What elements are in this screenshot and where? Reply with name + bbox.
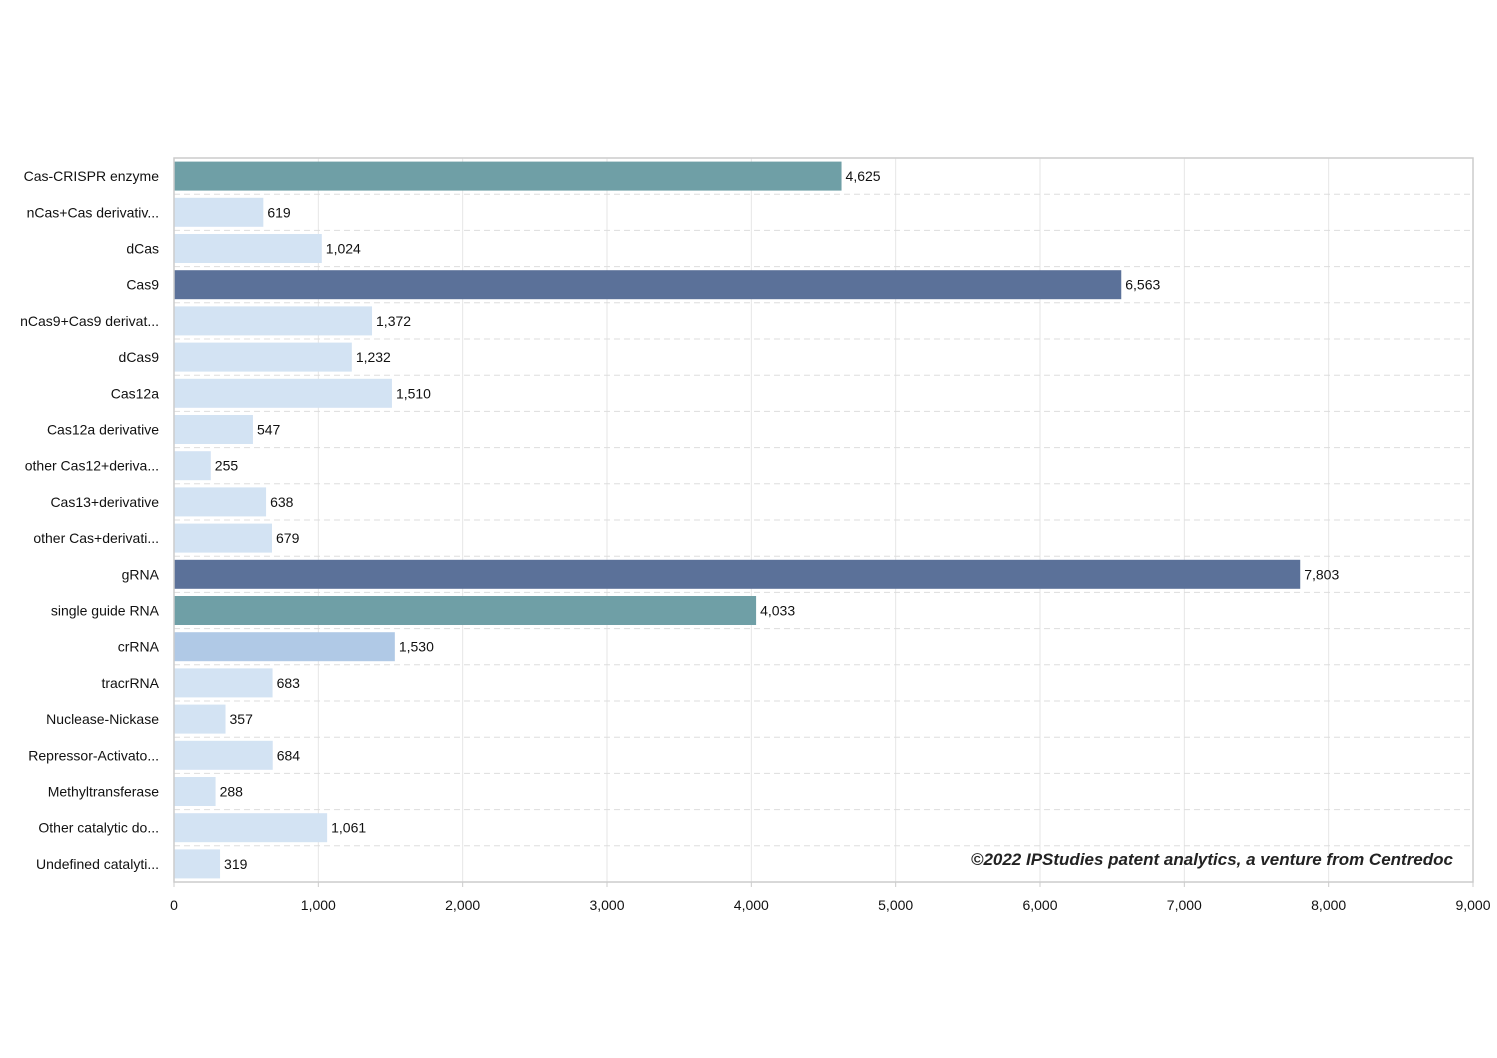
- category-label: nCas9+Cas9 derivat...: [20, 313, 159, 329]
- value-label: 683: [277, 675, 301, 691]
- value-label: 1,024: [326, 241, 361, 257]
- category-label: Cas-CRISPR enzyme: [24, 168, 160, 184]
- value-label: 4,625: [846, 168, 881, 184]
- bar: [174, 632, 395, 662]
- value-label: 7,803: [1304, 566, 1339, 582]
- bar: [174, 668, 273, 698]
- bar: [174, 270, 1122, 300]
- x-axis-ticks: 0 1,000 2,000 3,000 4,000 5,000 6,000 7,000 8,00…: [170, 882, 1491, 913]
- x-tick-label: 7,000: [1167, 897, 1202, 913]
- category-label: other Cas12+deriva...: [25, 458, 159, 474]
- category-label: dCas9: [119, 349, 160, 365]
- value-label: 357: [230, 711, 254, 727]
- value-label: 679: [276, 530, 300, 546]
- x-tick-label: 6,000: [1022, 897, 1057, 913]
- category-label: Cas13+derivative: [50, 494, 159, 510]
- grid-lines: [174, 158, 1473, 882]
- bar: [174, 451, 211, 481]
- x-tick-label: 5,000: [878, 897, 913, 913]
- plot-frame: [173, 157, 1474, 883]
- x-tick-label: 3,000: [589, 897, 624, 913]
- category-label: Cas12a: [111, 385, 159, 401]
- bar: [174, 234, 322, 263]
- value-label: 4,033: [760, 603, 795, 619]
- x-tick-label: 0: [170, 897, 178, 913]
- bars: [174, 161, 1301, 879]
- value-label: 1,510: [396, 385, 431, 401]
- value-label: 638: [270, 494, 294, 510]
- plot-border: [173, 157, 1474, 883]
- bar: [174, 306, 373, 336]
- value-label: 1,530: [399, 639, 434, 655]
- category-label: Nuclease-Nickase: [46, 711, 159, 727]
- category-labels: Cas-CRISPR enzyme nCas+Cas derivativ... dC…: [20, 168, 160, 872]
- category-label: Methyltransferase: [48, 784, 159, 800]
- bar: [174, 813, 328, 843]
- category-label: Cas9: [126, 277, 159, 293]
- value-label: 1,061: [331, 820, 366, 836]
- category-label: dCas: [126, 241, 159, 257]
- category-label: Undefined catalyti...: [36, 856, 159, 872]
- value-label: 255: [215, 458, 239, 474]
- bar: [174, 342, 352, 372]
- x-tick-label: 1,000: [301, 897, 336, 913]
- category-label: other Cas+derivati...: [33, 530, 159, 546]
- value-label: 6,563: [1125, 277, 1160, 293]
- category-label: nCas+Cas derivativ...: [27, 204, 159, 220]
- value-label: 288: [220, 784, 244, 800]
- value-label: 319: [224, 856, 248, 872]
- bar: [174, 740, 273, 770]
- value-label: 619: [267, 204, 291, 220]
- bar: [174, 523, 273, 553]
- copyright-annotation: ©2022 IPStudies patent analytics, a vent…: [971, 850, 1454, 869]
- category-label: gRNA: [122, 566, 160, 582]
- value-label: 547: [257, 422, 281, 438]
- category-label: Repressor-Activato...: [28, 747, 159, 763]
- value-label: 1,232: [356, 349, 391, 365]
- bar: [174, 378, 392, 408]
- bar: [174, 704, 226, 734]
- value-labels: 4,625 619 1,024 6,563 1,372 1,232 1,510 547 255 6…: [215, 168, 1340, 872]
- x-tick-label: 4,000: [734, 897, 769, 913]
- bar: [174, 777, 216, 806]
- bar: [174, 559, 1301, 589]
- bar: [174, 161, 842, 191]
- bar: [174, 596, 757, 625]
- x-tick-label: 9,000: [1455, 897, 1490, 913]
- bar: [174, 849, 221, 879]
- x-tick-label: 8,000: [1311, 897, 1346, 913]
- category-label: Cas12a derivative: [47, 422, 159, 438]
- value-label: 684: [277, 747, 301, 763]
- x-tick-label: 2,000: [445, 897, 480, 913]
- category-label: crRNA: [118, 639, 160, 655]
- bar: [174, 197, 264, 227]
- category-label: Other catalytic do...: [38, 820, 159, 836]
- value-label: 1,372: [376, 313, 411, 329]
- bar: [174, 487, 267, 517]
- category-label: single guide RNA: [51, 603, 160, 619]
- bar: [174, 415, 253, 444]
- category-label: tracrRNA: [101, 675, 159, 691]
